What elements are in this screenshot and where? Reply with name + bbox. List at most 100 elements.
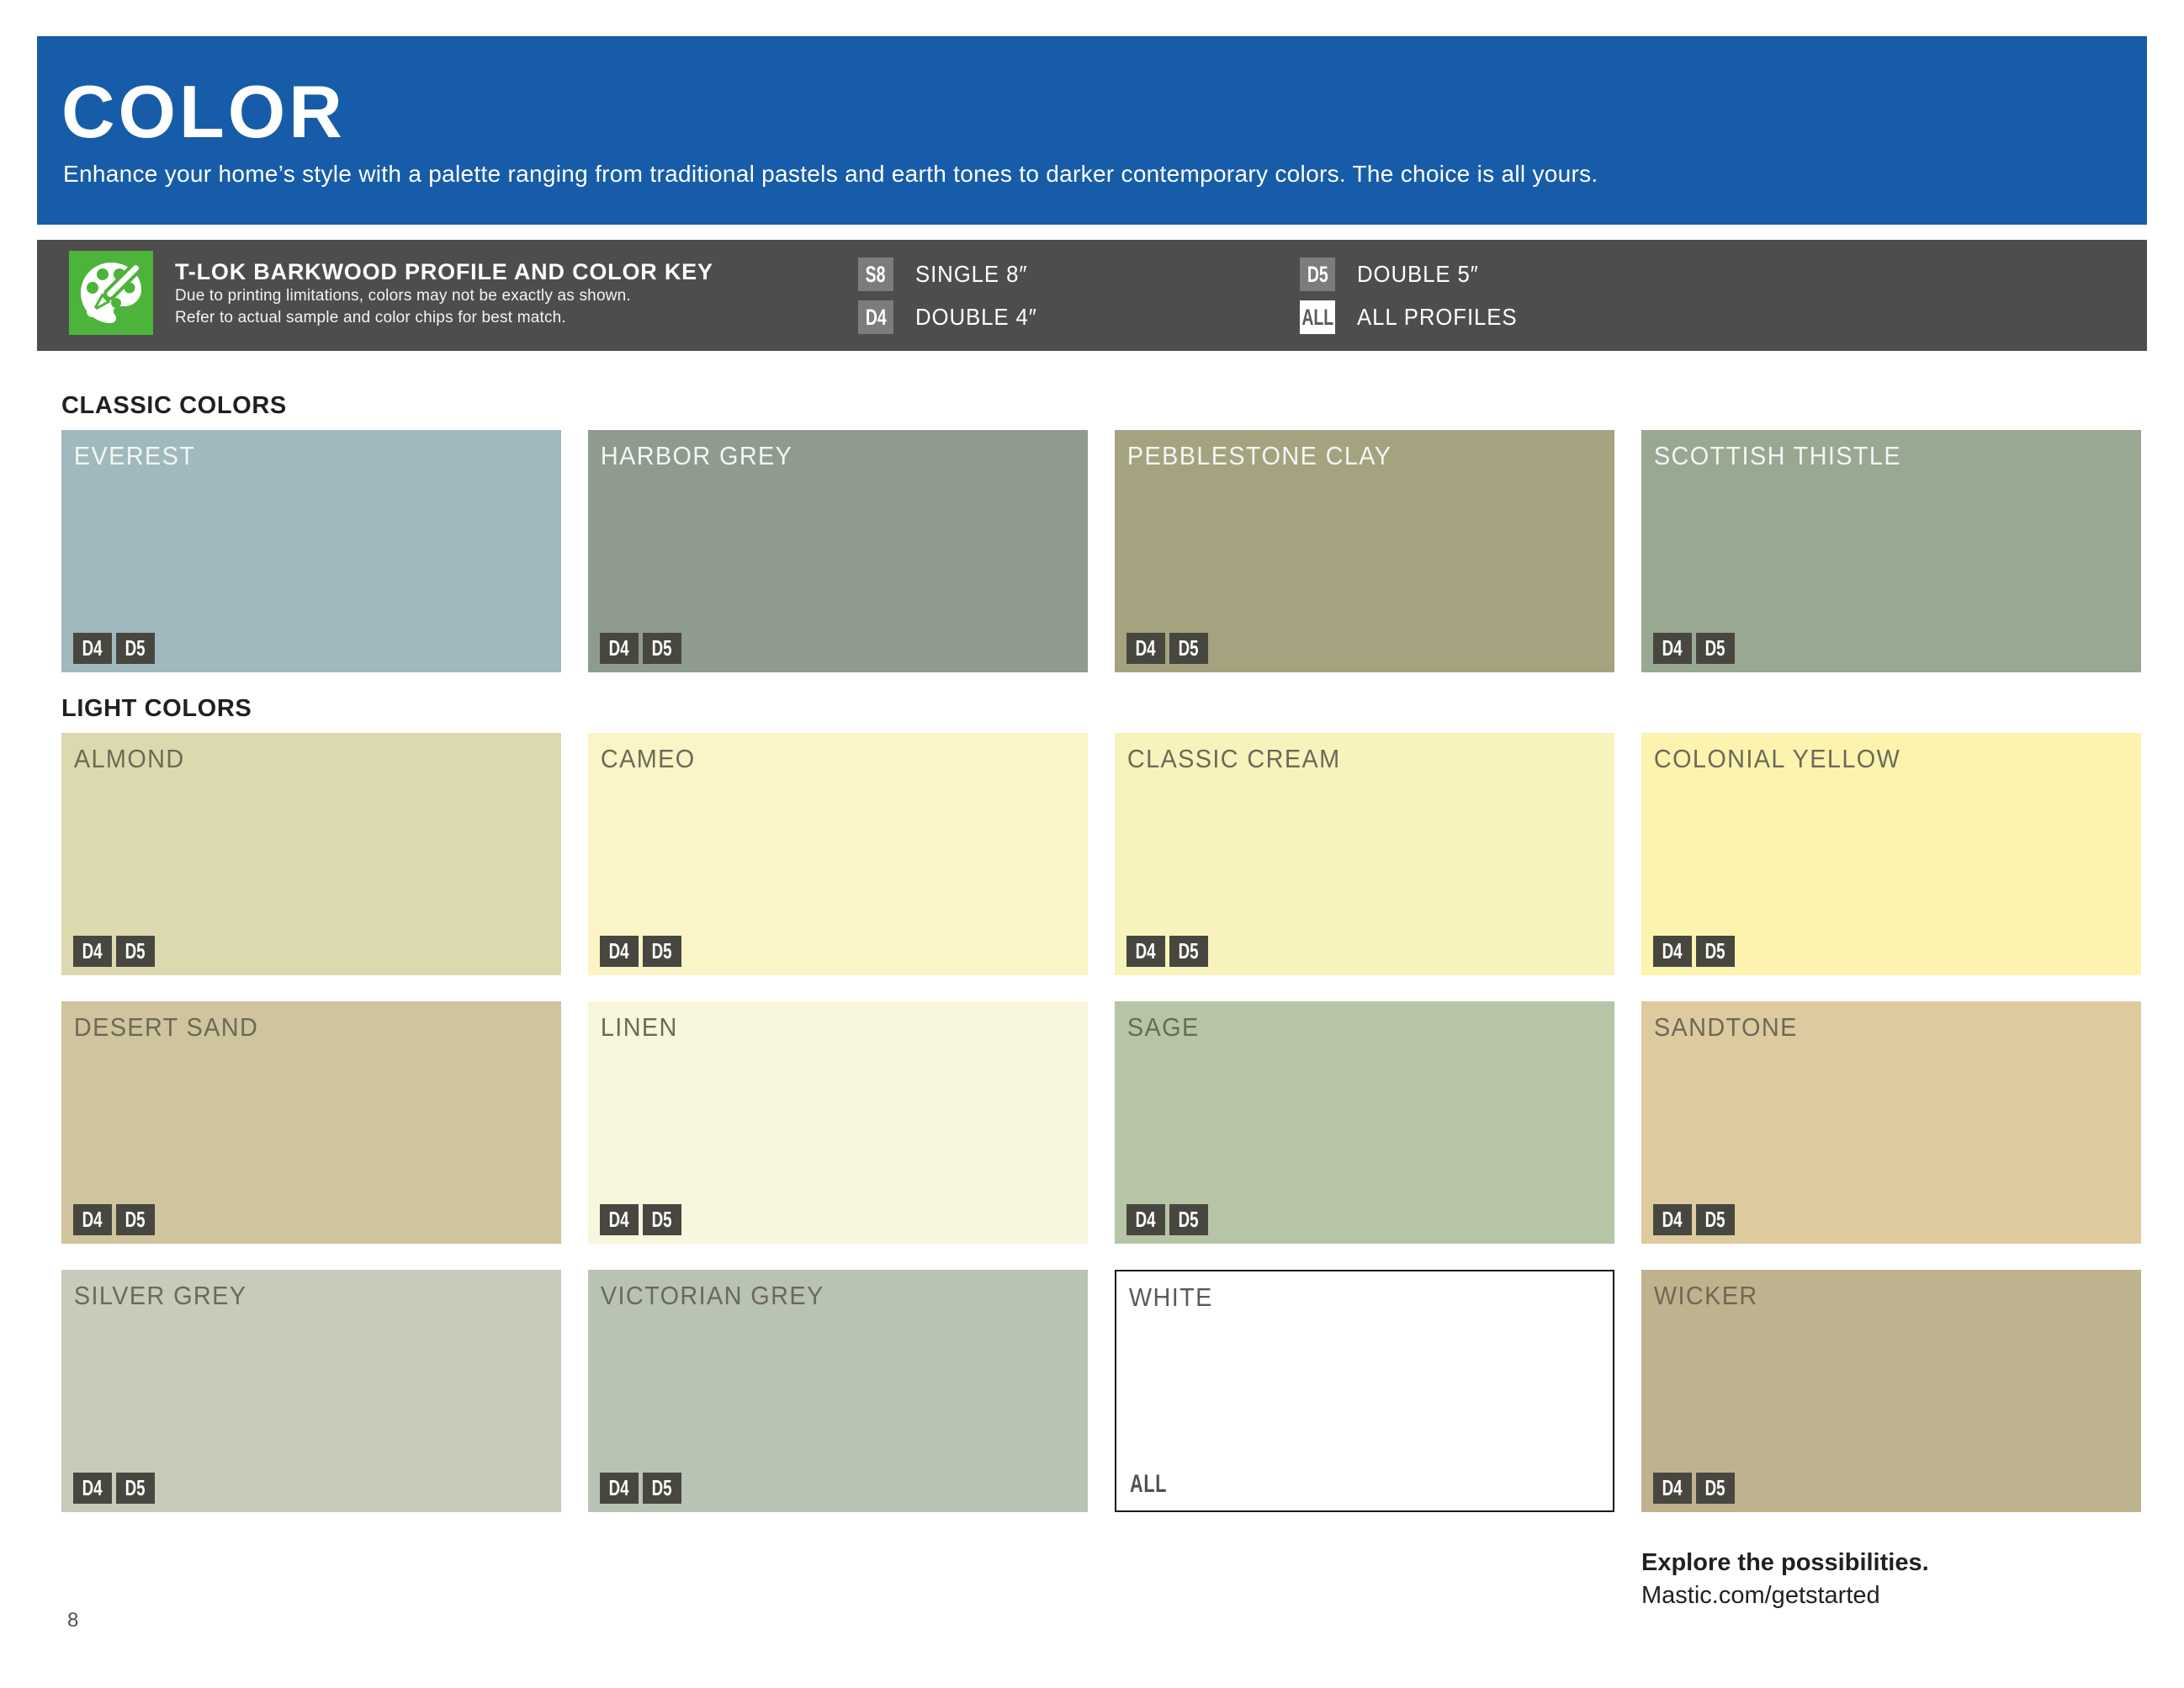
profile-key-badge-s8: S8	[858, 257, 893, 291]
profile-badge-text: D4	[1136, 1207, 1156, 1232]
profile-badge-d5: D5	[643, 633, 681, 664]
profile-key-badge-d4: D4	[858, 300, 893, 334]
profile-badge-d4: D4	[73, 1204, 112, 1235]
profile-badge-text: D5	[125, 635, 146, 661]
profile-badge-d4: D4	[600, 936, 639, 967]
swatch-sage: SAGE D4 D5	[1115, 1001, 1614, 1244]
profile-badge-d5: D5	[1696, 936, 1735, 967]
swatch-name-wicker: WICKER	[1653, 1281, 1758, 1310]
profile-badge-text: D5	[652, 1207, 672, 1232]
swatch-silver-grey: SILVER GREY D4 D5	[61, 1270, 561, 1512]
profile-badge-text: D4	[82, 635, 103, 661]
profile-key-badge-text: ALL	[1301, 304, 1333, 330]
profile-badge-d5: D5	[116, 633, 155, 664]
swatch-pebblestone-clay: PEBBLESTONE CLAY D4 D5	[1115, 430, 1614, 672]
profile-badge-text: D4	[609, 1475, 629, 1500]
profile-key-column-1: S8 SINGLE 8″ D4 DOUBLE 4″	[858, 257, 1047, 334]
footer-cta: Explore the possibilities.	[1641, 1549, 1929, 1576]
swatch-grid: EVEREST D4 D5 HARBOR GREY D4 D5 PEBBLESTONE CL…	[61, 430, 2141, 672]
profile-badge-d5: D5	[116, 1204, 155, 1235]
swatch-profile-badges: D4 D5	[1126, 936, 1208, 967]
profile-key-item-d4: D4 DOUBLE 4″	[858, 300, 1047, 334]
swatch-almond: ALMOND D4 D5	[61, 733, 561, 975]
swatch-name-sandtone: SANDTONE	[1653, 1012, 1798, 1042]
swatch-profile-badges: D4 D5	[600, 633, 681, 664]
swatch-sandtone: SANDTONE D4 D5	[1641, 1001, 2141, 1244]
profile-badge-text: D4	[609, 1207, 629, 1232]
profile-badge-text: D4	[1662, 1475, 1683, 1500]
profile-badge-d4: D4	[1653, 936, 1692, 967]
profile-badge-d5: D5	[1696, 1204, 1735, 1235]
swatch-name-pebblestone-clay: PEBBLESTONE CLAY	[1126, 441, 1392, 470]
swatch-name-everest: EVEREST	[73, 441, 196, 470]
section-heading-classic-colors: CLASSIC COLORS	[61, 392, 287, 419]
section-heading-light-colors: LIGHT COLORS	[61, 695, 252, 722]
profile-key-badge-all: ALL	[1300, 300, 1335, 334]
profile-badge-d4: D4	[1653, 1204, 1692, 1235]
profile-badge-d4: D4	[73, 633, 112, 664]
footer-url[interactable]: Mastic.com/getstarted	[1641, 1582, 1880, 1609]
swatch-profile-badges: D4 D5	[1653, 1204, 1735, 1235]
profile-color-key-bar: T-LOK BARKWOOD PROFILE AND COLOR KEY Due…	[37, 240, 2147, 351]
swatch-profile-badges: D4 D5	[1653, 633, 1735, 664]
swatch-profile-badges: D4 D5	[600, 1204, 681, 1235]
brochure-page: COLOR Enhance your home’s style with a p…	[37, 36, 2147, 1512]
swatch-everest: EVEREST D4 D5	[61, 430, 561, 672]
profile-badge-text: D5	[125, 938, 146, 963]
profile-badge-text: D5	[652, 1475, 672, 1500]
swatch-profile-badges: D4 D5	[73, 1473, 155, 1504]
profile-badge-text: D4	[1136, 938, 1156, 963]
profile-badge-d5: D5	[643, 1204, 681, 1235]
profile-badge-d5: D5	[116, 1473, 155, 1504]
swatch-linen: LINEN D4 D5	[588, 1001, 1088, 1244]
profile-badge-d5: D5	[1169, 1204, 1208, 1235]
swatch-profile-badges: D4 D5	[73, 1204, 155, 1235]
swatch-profile-badges: D4 D5	[1653, 936, 1735, 967]
swatch-name-almond: ALMOND	[73, 744, 185, 773]
profile-badge-d4: D4	[1126, 1204, 1165, 1235]
swatch-profile-badges: D4 D5	[73, 936, 155, 967]
profile-badge-d5: D5	[1696, 1473, 1735, 1504]
swatch-name-victorian-grey: VICTORIAN GREY	[600, 1281, 824, 1310]
profile-badge-text: D5	[1705, 938, 1725, 963]
profile-badge-text: D4	[82, 938, 103, 963]
swatch-profile-badges: D4 D5	[73, 633, 155, 664]
profile-badge-text: D5	[125, 1475, 146, 1500]
profile-key-label-single-8-: SINGLE 8″	[915, 261, 1028, 287]
profile-badge-text: D5	[1179, 635, 1199, 661]
profile-badge-text: D5	[1179, 1207, 1199, 1232]
swatch-name-colonial-yellow: COLONIAL YELLOW	[1653, 744, 1901, 773]
profile-badge-d5: D5	[116, 936, 155, 967]
profile-key-badge-d5: D5	[1300, 257, 1335, 291]
profile-badge-text: D4	[1662, 1207, 1683, 1232]
profile-badge-d4: D4	[600, 633, 639, 664]
color-key-title: T-LOK BARKWOOD PROFILE AND COLOR KEY	[175, 259, 713, 284]
profile-key-item-all: ALL ALL PROFILES	[1300, 300, 1531, 334]
profile-badge-d5: D5	[1169, 633, 1208, 664]
swatch-colonial-yellow: COLONIAL YELLOW D4 D5	[1641, 733, 2141, 975]
swatch-grid: ALMOND D4 D5 CAMEO D4 D5 CLASSIC CREAM D4 D5 COLO…	[61, 733, 2141, 1512]
profile-key-item-d5: D5 DOUBLE 5″	[1300, 257, 1531, 291]
swatch-name-white: WHITE	[1128, 1282, 1213, 1312]
profile-badge-text: D5	[652, 635, 672, 661]
swatch-name-linen: LINEN	[600, 1012, 678, 1042]
swatch-name-silver-grey: SILVER GREY	[73, 1281, 247, 1310]
profile-key-label-double-4-: DOUBLE 4″	[915, 304, 1037, 330]
swatch-name-harbor-grey: HARBOR GREY	[600, 441, 793, 470]
profile-badge-text: D4	[82, 1475, 103, 1500]
swatch-profile-badges: D4 D5	[1126, 633, 1208, 664]
profile-badge-d4: D4	[1653, 633, 1692, 664]
swatch-name-cameo: CAMEO	[600, 744, 696, 773]
profile-key-badge-text: D5	[1307, 261, 1328, 287]
swatch-scottish-thistle: SCOTTISH THISTLE D4 D5	[1641, 430, 2141, 672]
profile-badge-text: D5	[1179, 938, 1199, 963]
profile-badge-d4: D4	[600, 1204, 639, 1235]
color-key-note-1: Due to printing limitations, colors may …	[175, 287, 631, 305]
swatch-profile-badges: D4 D5	[1126, 1204, 1208, 1235]
swatch-name-scottish-thistle: SCOTTISH THISTLE	[1653, 441, 1901, 470]
swatch-victorian-grey: VICTORIAN GREY D4 D5	[588, 1270, 1088, 1512]
profile-badge-text: D4	[1136, 635, 1156, 661]
profile-badge-d5: D5	[1169, 936, 1208, 967]
profile-badge-text: D5	[125, 1207, 146, 1232]
swatch-classic-cream: CLASSIC CREAM D4 D5	[1115, 733, 1614, 975]
